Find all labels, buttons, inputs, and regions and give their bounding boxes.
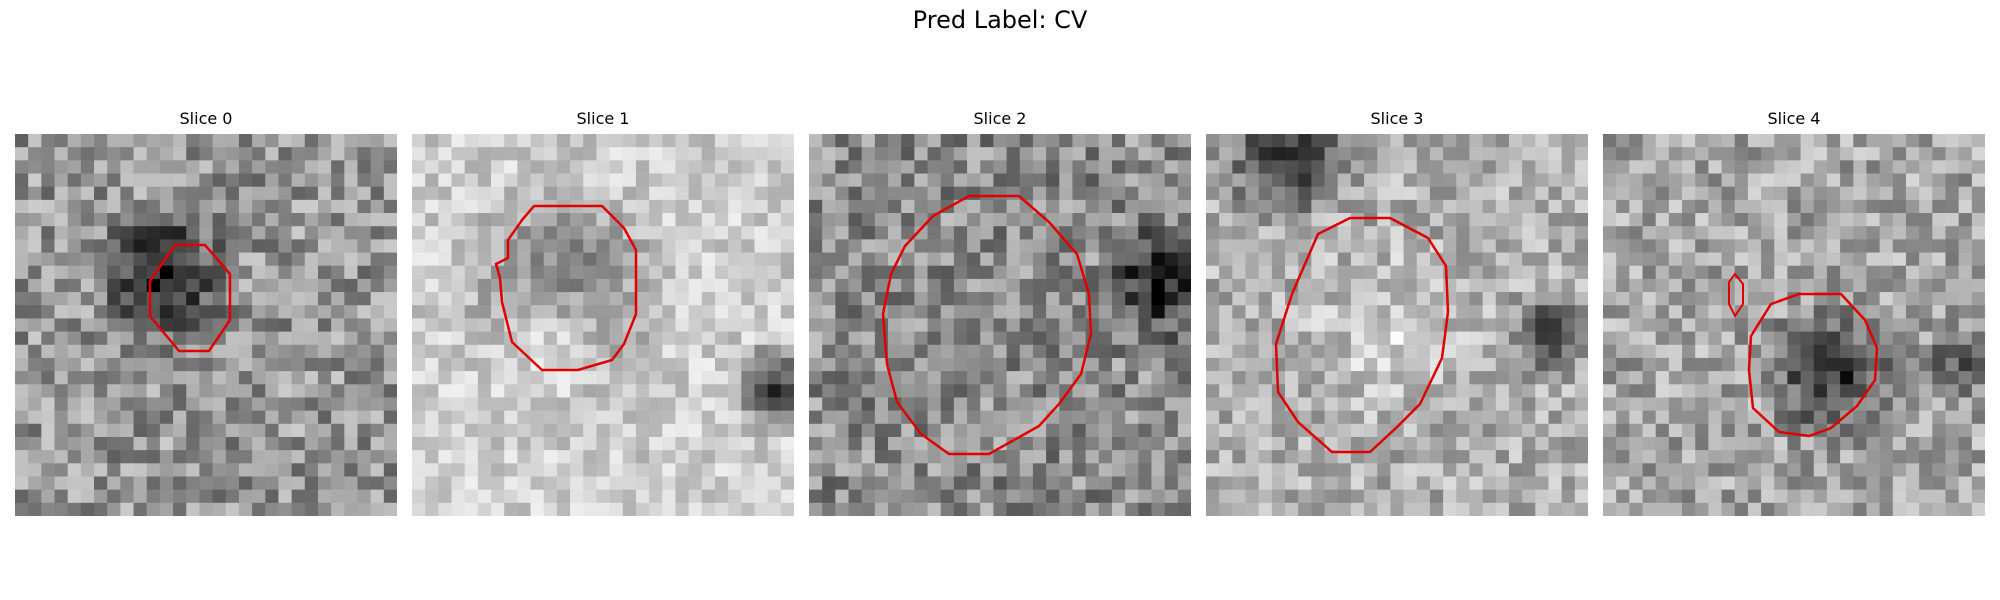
slice-panel-4: Slice 4 — [1603, 109, 1985, 516]
slice-title-1: Slice 1 — [576, 109, 630, 128]
contour-outline-small — [1728, 272, 1744, 318]
slice-image-4 — [1603, 134, 1985, 516]
pixel-grid — [1206, 134, 1588, 516]
slice-image-3 — [1206, 134, 1588, 516]
slice-image-0 — [15, 134, 397, 516]
slice-title-4: Slice 4 — [1767, 109, 1821, 128]
slice-panel-2: Slice 2 — [809, 109, 1191, 516]
contour-outline — [148, 243, 232, 353]
contour-outline — [881, 194, 1093, 456]
slice-title-0: Slice 0 — [179, 109, 233, 128]
contour-outline — [494, 204, 638, 372]
slice-title-3: Slice 3 — [1370, 109, 1424, 128]
contour-outline — [1747, 292, 1879, 438]
slice-panel-1: Slice 1 — [412, 109, 794, 516]
pixel-grid — [412, 134, 794, 516]
slice-panel-0: Slice 0 — [15, 109, 397, 516]
slice-panel-3: Slice 3 — [1206, 109, 1588, 516]
pixel-grid — [1603, 134, 1985, 516]
slice-image-1 — [412, 134, 794, 516]
pixel-grid — [15, 134, 397, 516]
slice-image-2 — [809, 134, 1191, 516]
figure-title: Pred Label: CV — [912, 6, 1088, 34]
slice-title-2: Slice 2 — [973, 109, 1027, 128]
contour-outline — [1274, 216, 1450, 454]
pixel-grid — [809, 134, 1191, 516]
